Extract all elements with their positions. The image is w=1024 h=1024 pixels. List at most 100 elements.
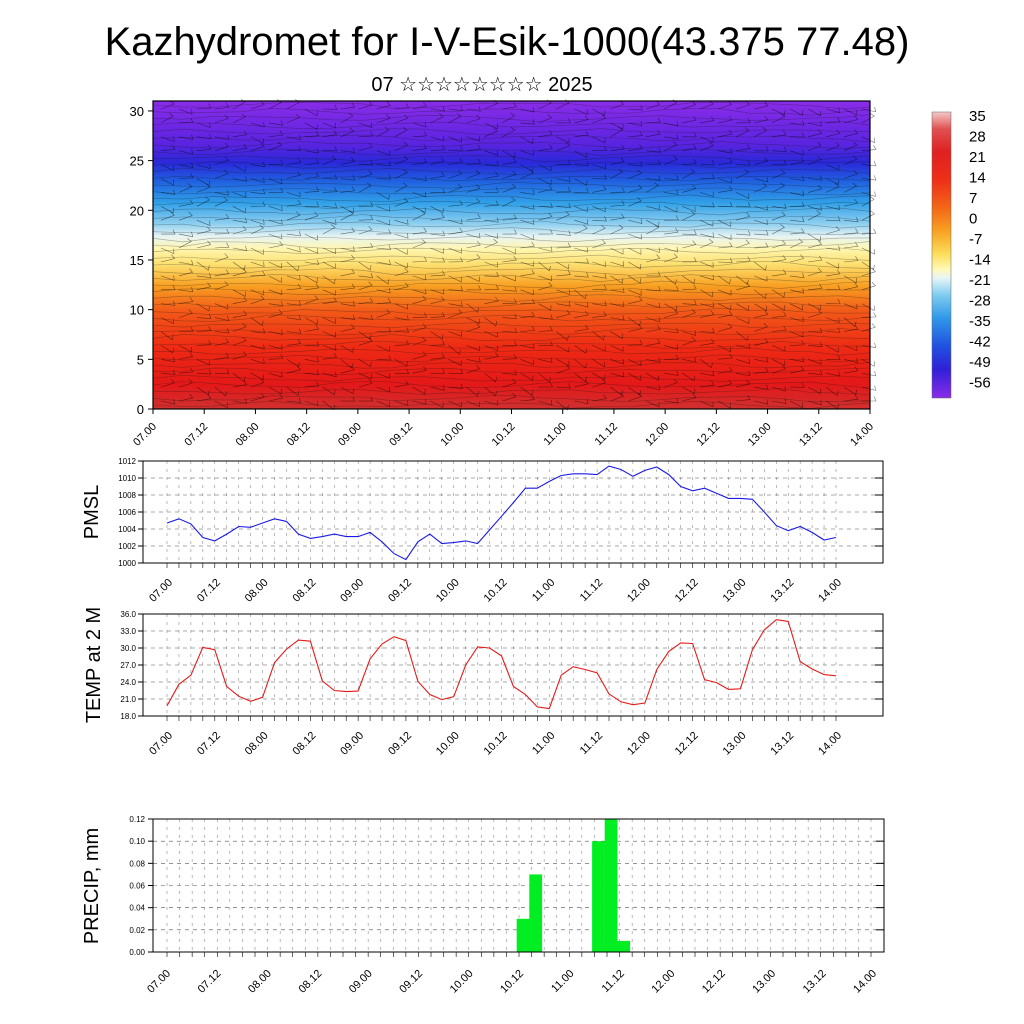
xsec-xtick-label-12: 13.00 <box>746 421 774 449</box>
wind-barb-13-26 <box>628 289 642 296</box>
wind-barb-7-0 <box>160 206 174 214</box>
wind-barb-18-33 <box>754 357 769 363</box>
wind-barb-7-17 <box>466 198 481 207</box>
wind-barb-18-34 <box>771 359 786 366</box>
wind-barb-21-33 <box>754 399 769 405</box>
temp-grid <box>143 614 883 721</box>
wind-barb-4-19 <box>502 157 517 165</box>
chart-subtitle: 07 ☆☆☆☆☆☆☆☆ 2025 <box>371 74 592 96</box>
wind-barb-8-35 <box>790 216 805 223</box>
wind-barb-18-27 <box>646 357 661 363</box>
wind-barb-18-16 <box>448 359 462 366</box>
wind-barb-13-21 <box>538 282 553 291</box>
wind-barb-0-35 <box>789 108 804 116</box>
xsec-xtick-label-0: 07.00 <box>131 421 159 449</box>
wind-barb-3-28 <box>664 141 678 151</box>
wind-barb-10-25 <box>610 247 624 255</box>
wind-barb-9-38 <box>843 228 859 235</box>
wind-barb-20-5 <box>250 378 265 388</box>
wind-barb-12-37 <box>826 269 841 277</box>
wind-barb-12-5 <box>250 270 266 277</box>
isotherm-line-10 <box>152 167 871 175</box>
wind-barb-15-26 <box>628 317 641 327</box>
precip-xtick-label-1: 07.12 <box>196 968 224 996</box>
wind-barb-20-36 <box>807 386 821 395</box>
precip-xtick-label-11: 12.12 <box>700 968 728 996</box>
wind-barb-6-33 <box>754 182 768 193</box>
wind-barb-11-3 <box>214 253 229 263</box>
temp-xtick-label-2: 08.00 <box>243 730 271 758</box>
wind-barb-12-3 <box>214 269 230 277</box>
wind-barb-16-35 <box>789 331 804 338</box>
wind-barb-21-24 <box>592 394 607 402</box>
wind-barb-2-15 <box>430 135 445 142</box>
wind-barb-19-2 <box>196 369 212 375</box>
wind-barb-7-7 <box>286 199 302 207</box>
wind-barb-6-29 <box>682 184 697 193</box>
wind-barb-1-20 <box>520 119 535 125</box>
wind-barb-13-11 <box>358 281 373 291</box>
wind-barb-9-16 <box>448 227 463 235</box>
wind-barb-6-28 <box>664 189 679 195</box>
isotherm-line-36 <box>152 340 871 350</box>
wind-barb-14-35 <box>789 303 804 311</box>
wind-barb-0-3 <box>214 102 230 110</box>
wind-barb-18-29 <box>682 357 697 363</box>
precip-xtick-label-13: 13.12 <box>801 968 829 996</box>
isotherm-line-33 <box>152 322 871 329</box>
wind-barb-1-15 <box>430 113 444 124</box>
wind-barb-13-23 <box>574 289 587 300</box>
wind-barb-13-27 <box>646 286 661 292</box>
wind-barb-10-36 <box>808 240 823 249</box>
wind-barb-13-16 <box>448 285 464 291</box>
wind-barb-16-38 <box>843 324 859 332</box>
wind-barb-4-7 <box>286 158 302 165</box>
wind-barb-15-27 <box>646 316 660 323</box>
temp-xtick-label-0: 07.00 <box>147 730 175 758</box>
wind-barb-15-17 <box>466 317 480 325</box>
wind-barb-16-6 <box>268 329 283 335</box>
wind-barb-10-34 <box>772 240 787 249</box>
wind-barb-19-8 <box>304 369 320 376</box>
pmsl-axis-label: PMSL <box>81 485 103 539</box>
wind-barb-17-29 <box>682 336 696 346</box>
wind-barb-17-27 <box>646 338 661 346</box>
isotherm-line-22 <box>152 247 871 255</box>
wind-barb-21-15 <box>430 400 444 408</box>
wind-barb-14-21 <box>538 303 552 311</box>
wind-barb-4-27 <box>646 159 661 165</box>
wind-barb-3-26 <box>628 144 643 151</box>
wind-barb-9-17 <box>466 232 481 239</box>
wind-barb-3-0 <box>160 144 176 151</box>
wind-barb-9-32 <box>736 230 751 236</box>
wind-barb-8-6 <box>268 219 283 225</box>
wind-barb-19-25 <box>610 371 625 378</box>
wind-barb-19-30 <box>700 370 715 377</box>
wind-barb-6-27 <box>646 182 660 193</box>
temp-xtick-label-12: 13.00 <box>721 730 749 758</box>
wind-barb-8-38 <box>843 217 859 223</box>
cross-section-x-axis: 07.00 07.12 08.00 08.12 09.00 09.12 10.00 10.12… <box>131 409 876 449</box>
wind-barb-15-33 <box>754 310 769 318</box>
colorbar: 35 28 21 14 7 0 -7 -14 -21 -28 -35 -42 -49 -56 <box>931 108 991 399</box>
wind-barb-11-30 <box>700 261 714 268</box>
wind-barb-8-0 <box>160 211 175 221</box>
wind-barb-17-28 <box>664 344 679 350</box>
isotherm-line-40 <box>152 367 871 376</box>
wind-barb-15-25 <box>610 315 625 321</box>
wind-barb-20-17 <box>466 386 479 397</box>
wind-barb-3-31 <box>718 148 733 154</box>
isotherm-line-30 <box>152 301 871 309</box>
wind-barb-20-35 <box>790 382 805 388</box>
wind-barb-5-14 <box>412 175 427 181</box>
wind-barb-8-28 <box>664 215 679 221</box>
pmsl-xtick-label-3: 08.12 <box>291 577 319 605</box>
precip-xtick-label-7: 10.12 <box>498 968 526 996</box>
xsec-ytick-label-5: 25 <box>130 154 144 169</box>
wind-barb-12-21 <box>538 275 553 281</box>
isotherm-line-31 <box>152 308 871 316</box>
wind-barb-20-26 <box>628 386 641 396</box>
wind-barb-21-39 <box>862 396 877 402</box>
wind-barb-5-24 <box>592 174 607 180</box>
